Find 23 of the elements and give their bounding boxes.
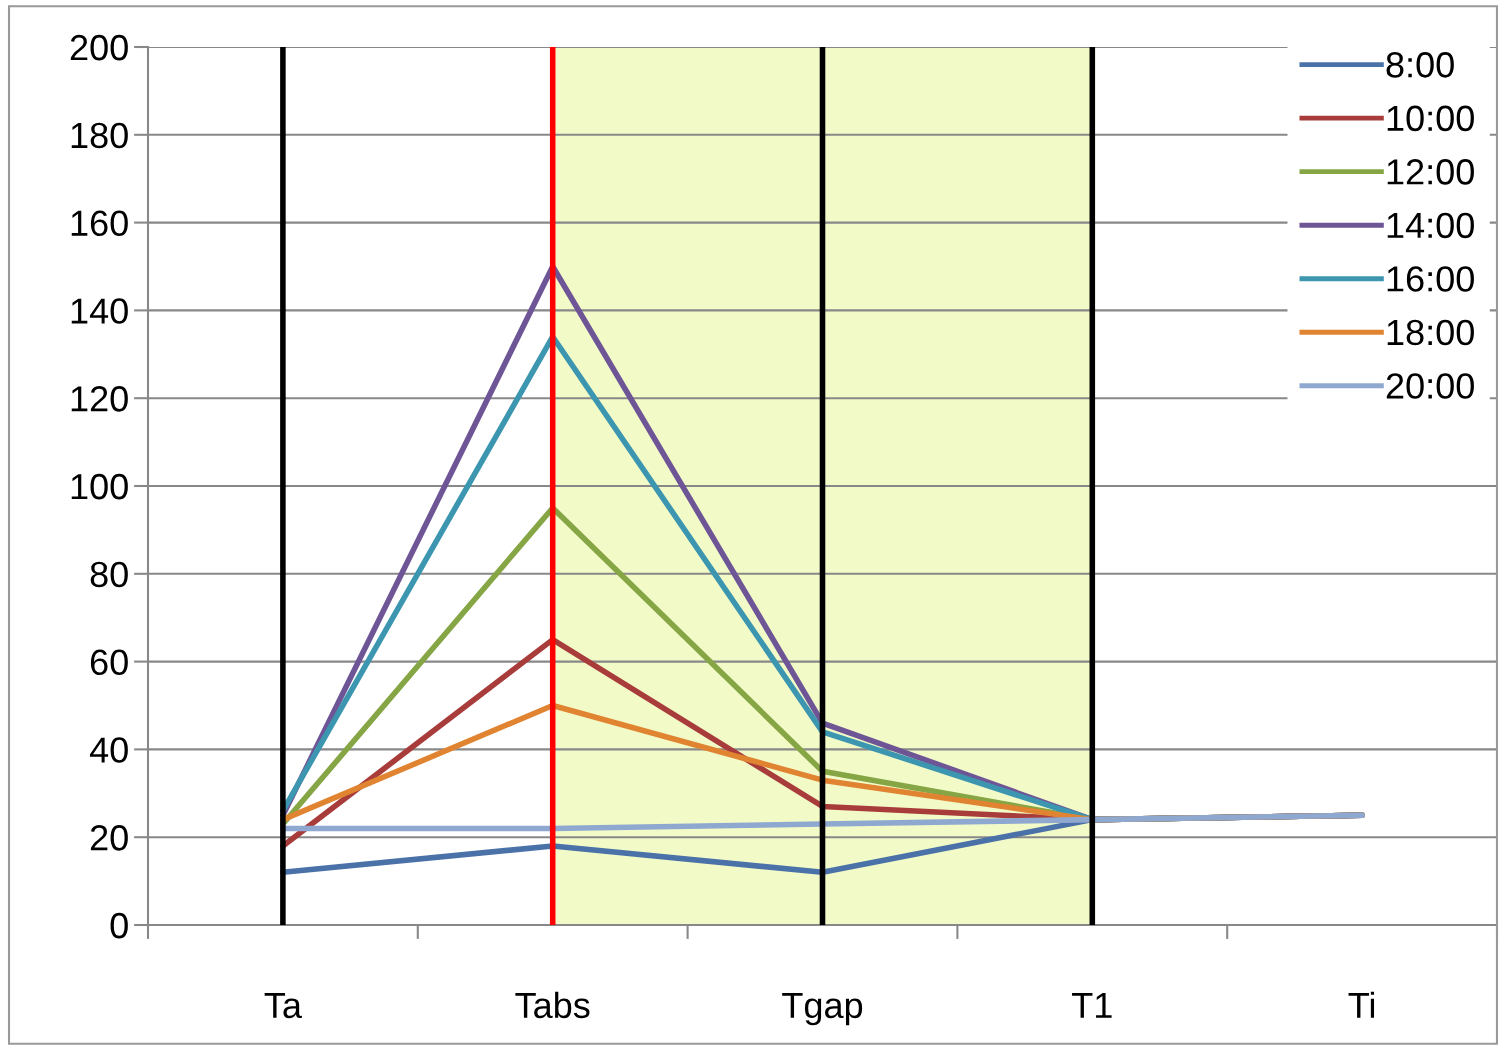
y-tick-label: 60 <box>90 649 128 676</box>
legend-label: 20:00 <box>1386 373 1474 399</box>
legend-label: 12:00 <box>1387 159 1474 185</box>
x-tick-label: T1 <box>1072 992 1112 1018</box>
legend-label: 10:00 <box>1387 105 1474 132</box>
x-tick-label: Tgap <box>782 992 863 1026</box>
y-tick-label: 100 <box>71 473 128 500</box>
x-tick-label: Tabs <box>515 991 590 1019</box>
y-tick-label: 20 <box>90 825 128 851</box>
y-tick-label: 160 <box>71 210 128 237</box>
y-tick-label: 200 <box>70 34 128 61</box>
y-tick-label: 80 <box>90 561 128 588</box>
y-tick-label: 140 <box>71 298 128 324</box>
legend-label: 18:00 <box>1387 319 1474 346</box>
y-tick-label: 40 <box>89 737 128 763</box>
x-tick-label: Ta <box>264 992 302 1019</box>
x-tick-label: Ti <box>1348 991 1375 1018</box>
y-tick-label: 180 <box>71 122 128 149</box>
y-tick-label: 120 <box>71 386 128 412</box>
y-tick-label: 0 <box>110 912 128 939</box>
legend-label: 14:00 <box>1387 212 1474 239</box>
legend-label: 8:00 <box>1386 52 1454 78</box>
legend-label: 16:00 <box>1387 266 1474 292</box>
